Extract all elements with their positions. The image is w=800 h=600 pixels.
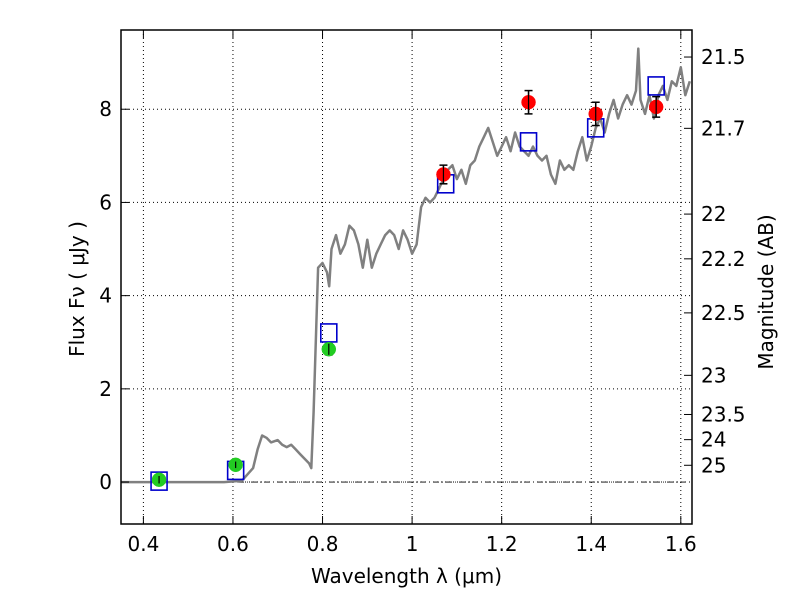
y-axis-label: Flux Fν ( μJy ) — [65, 221, 89, 357]
model-photometry-square — [150, 471, 168, 491]
x-tick-label: 1.4 — [575, 532, 607, 556]
y-tick-label: 2 — [99, 377, 112, 401]
x-tick-label: 0.8 — [307, 532, 339, 556]
mag-tick-label: 25 — [701, 453, 726, 477]
y-tick-label: 6 — [99, 190, 112, 214]
mag-tick-label: 22.5 — [701, 301, 746, 325]
x-axis-label: Wavelength λ (μm) — [311, 564, 502, 588]
plot-area — [121, 47, 691, 491]
mag-tick-label: 22 — [701, 202, 726, 226]
x-tick-label: 0.6 — [217, 532, 249, 556]
y2-axis-label: Magnitude (AB) — [754, 214, 778, 369]
axes-frame — [120, 29, 693, 525]
mag-tick-label: 22.2 — [701, 247, 746, 271]
axis-ticks: 0.4 0.6 0.8 1 1.2 1.4 1.60246821.521.72222.222… — [99, 30, 746, 556]
model-sed-line — [121, 47, 691, 484]
x-tick-label: 1.6 — [665, 532, 697, 556]
y-tick-label: 4 — [99, 284, 112, 308]
mag-tick-label: 23.5 — [701, 402, 746, 426]
y-tick-label: 0 — [99, 470, 112, 494]
mag-tick-label: 21.7 — [701, 116, 746, 140]
mag-tick-label: 21.5 — [701, 45, 746, 69]
x-tick-label: 1.2 — [486, 532, 518, 556]
y-tick-label: 8 — [99, 97, 112, 121]
mag-tick-label: 24 — [701, 428, 726, 452]
model-photometry-square — [519, 132, 538, 152]
grid — [121, 30, 692, 524]
mag-tick-label: 23 — [701, 363, 726, 387]
x-tick-label: 0.4 — [127, 532, 159, 556]
model-photometry-square — [319, 323, 338, 343]
model-photometry-square — [647, 76, 665, 96]
x-tick-label: 1 — [406, 532, 419, 556]
